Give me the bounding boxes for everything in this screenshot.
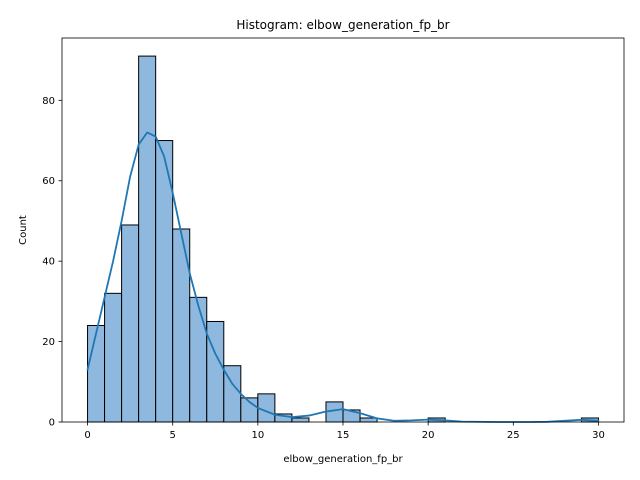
x-tick-label: 15 xyxy=(337,430,350,441)
histogram-bar xyxy=(206,320,225,423)
kde-line xyxy=(86,131,600,423)
x-tick-label: 5 xyxy=(170,430,176,441)
x-tick-label: 25 xyxy=(507,430,520,441)
y-tick-label: 20 xyxy=(42,337,55,348)
kde-curve-group xyxy=(86,131,600,423)
x-axis-label: elbow_generation_fp_br xyxy=(283,454,403,465)
chart-title: Histogram: elbow_generation_fp_br xyxy=(236,18,449,32)
histogram-bar xyxy=(257,393,276,423)
y-tick-label: 80 xyxy=(42,96,55,107)
histogram-bar xyxy=(121,224,140,423)
y-axis-ticks: 0 20 40 60 80 xyxy=(42,96,62,429)
histogram-bar xyxy=(359,417,378,423)
y-tick-label: 60 xyxy=(42,176,55,187)
histogram-bar xyxy=(104,292,123,423)
histogram-bar xyxy=(291,417,310,423)
x-tick-label: 20 xyxy=(422,430,435,441)
histogram-bars xyxy=(87,55,599,423)
y-tick-label: 0 xyxy=(49,418,55,429)
y-tick-label: 40 xyxy=(42,257,55,268)
x-tick-label: 10 xyxy=(251,430,264,441)
x-axis-ticks: 0 5 10 15 20 25 30 xyxy=(84,422,605,441)
histogram-bar xyxy=(138,55,157,423)
histogram-bar xyxy=(189,296,208,423)
y-axis-label: Count xyxy=(18,215,29,245)
histogram-bar xyxy=(87,324,106,423)
x-tick-label: 30 xyxy=(592,430,605,441)
x-tick-label: 0 xyxy=(84,430,90,441)
